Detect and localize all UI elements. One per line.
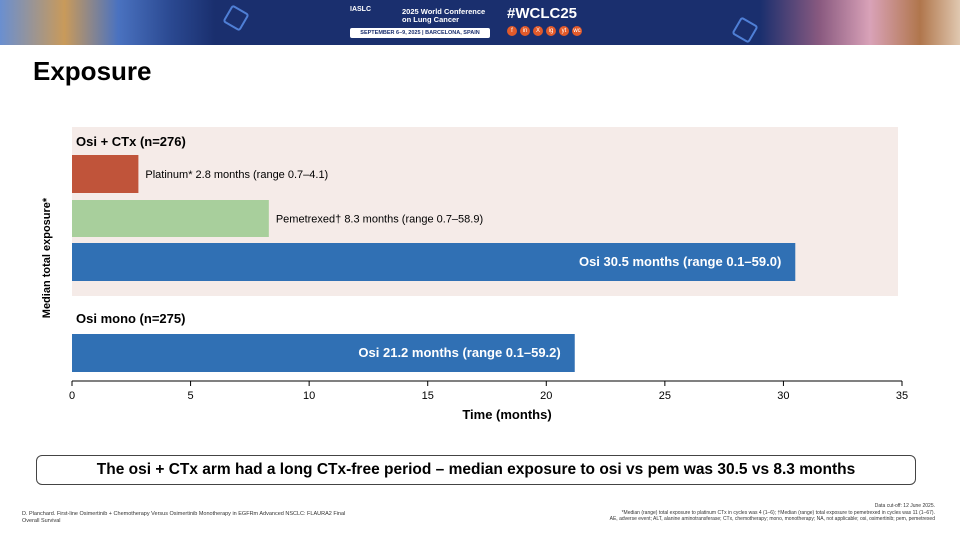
bar-label: Platinum* 2.8 months (range 0.7–4.1): [145, 169, 328, 181]
footnotes: Data cut-off: 12 June 2025. *Median (ran…: [515, 503, 935, 523]
iaslc-logo: IASLC: [350, 6, 371, 13]
x-tick-label: 35: [896, 390, 908, 402]
x-tick-label: 25: [659, 390, 671, 402]
bar-label: Pemetrexed† 8.3 months (range 0.7–58.9): [276, 214, 483, 226]
x-tick-label: 20: [540, 390, 552, 402]
youtube-icon[interactable]: yt: [559, 26, 569, 36]
linkedin-icon[interactable]: in: [520, 26, 530, 36]
conference-logo: IASLC 2025 World Conference on Lung Canc…: [350, 4, 490, 38]
instagram-icon[interactable]: ig: [546, 26, 556, 36]
slide-title: Exposure: [33, 56, 152, 86]
bar-label: Osi 30.5 months (range 0.1–59.0): [579, 254, 781, 269]
x-tick-label: 10: [303, 390, 315, 402]
conference-date: SEPTEMBER 6–9, 2025 | BARCELONA, SPAIN: [350, 28, 490, 38]
abbreviations: AE, adverse event; ALT, alanine aminotra…: [609, 516, 935, 522]
conference-hashtag: #WCLC25: [507, 5, 578, 22]
conference-name: 2025 World Conference on Lung Cancer: [402, 7, 486, 24]
bar-platinum: [72, 155, 139, 193]
x-icon[interactable]: X: [533, 26, 543, 36]
data-cutoff: Data cut-off: 12 June 2025.: [874, 503, 935, 509]
bar-label: Osi 21.2 months (range 0.1–59.2): [358, 345, 560, 360]
group-title: Osi + CTx (n=276): [76, 134, 186, 149]
x-tick-label: 5: [188, 390, 194, 402]
banner-photo-left: [0, 0, 215, 45]
wechat-icon[interactable]: wc: [572, 26, 582, 36]
x-tick-label: 0: [69, 390, 75, 402]
citation: D. Planchard. First-line Osimertinib + C…: [22, 511, 346, 524]
footnote-text: *Median (range) total exposure to platin…: [621, 509, 935, 516]
x-tick-label: 30: [777, 390, 789, 402]
bar-osi: [72, 334, 575, 372]
bar-pemetrexed: [72, 200, 269, 237]
bar-osi: [72, 243, 796, 281]
banner-photo-right: [760, 0, 960, 45]
conference-banner: IASLC 2025 World Conference on Lung Canc…: [0, 0, 960, 45]
x-tick-label: 15: [422, 390, 434, 402]
x-axis-label: Time (months): [462, 407, 551, 422]
facebook-icon[interactable]: f: [507, 26, 517, 36]
social-icons: f in X ig yt wc: [507, 26, 582, 36]
conclusion-box: The osi + CTx arm had a long CTx-free pe…: [36, 455, 916, 485]
group-title: Osi mono (n=275): [76, 311, 185, 326]
